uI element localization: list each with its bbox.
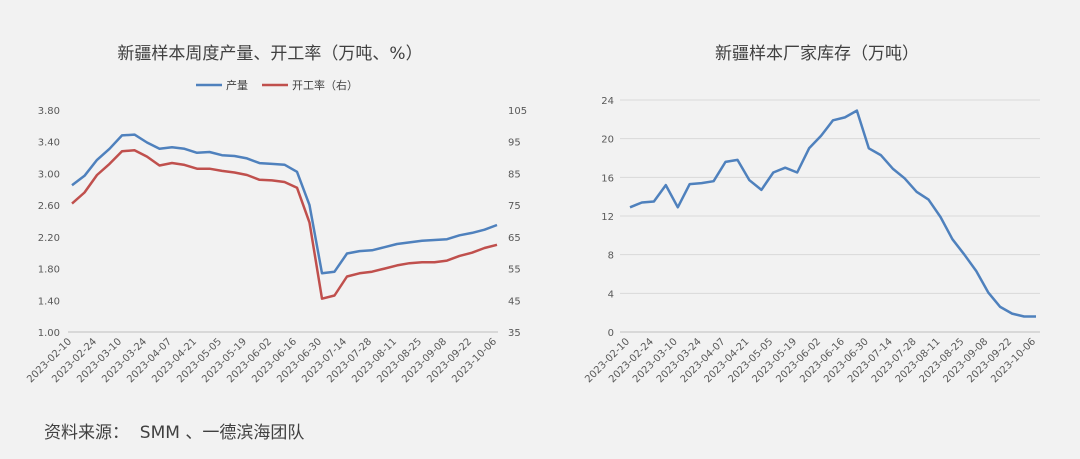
y-tick-label-left: 2.20 <box>38 233 60 244</box>
y-axis: 0 4 8 12 16 20 24 <box>601 96 614 339</box>
legend-label-utilization: 开工率（右） <box>292 78 358 92</box>
y-tick-label: 8 <box>608 251 614 262</box>
y-tick-label: 20 <box>601 135 614 146</box>
y-tick-label-right: 65 <box>508 233 521 244</box>
y-tick-label: 16 <box>601 173 614 184</box>
y-tick-label-left: 2.60 <box>38 201 60 212</box>
y-axis-left: 1.00 1.40 1.80 2.20 2.60 3.00 3.40 3.80 <box>38 106 60 339</box>
y-tick-label-right: 45 <box>508 296 521 307</box>
x-tick-label: 2023-10-06 <box>450 336 499 385</box>
y-tick-label: 24 <box>601 96 614 107</box>
y-tick-label-right: 75 <box>508 201 521 212</box>
y-tick-label-left: 3.00 <box>38 169 60 180</box>
chart-title: 新疆样本厂家库存（万吨） <box>715 44 919 64</box>
y-tick-label: 4 <box>608 289 614 300</box>
y-tick-label-left: 3.40 <box>38 138 60 149</box>
series-line-utilization <box>71 149 498 300</box>
y-tick-label-right: 55 <box>508 265 521 276</box>
y-tick-label-right: 95 <box>508 138 521 149</box>
output-utilization-chart: 新疆样本周度产量、开工率（万吨、%） 产量 开工率（右） 1.00 1.40 1.8… <box>25 44 527 385</box>
series-line-output <box>71 133 498 275</box>
y-tick-label-left: 1.00 <box>38 328 60 339</box>
y-tick-label-left: 1.80 <box>38 265 60 276</box>
legend-label-output: 产量 <box>226 78 248 92</box>
chart-title: 新疆样本周度产量、开工率（万吨、%） <box>117 44 422 64</box>
y-tick-label: 12 <box>601 212 614 223</box>
y-tick-label-right: 85 <box>508 169 521 180</box>
y-axis-right: 35 45 55 65 75 85 95 105 <box>508 106 527 339</box>
y-tick-label-right: 105 <box>508 106 527 117</box>
inventory-chart: 新疆样本厂家库存（万吨） 0 4 8 12 16 20 24 2023-02-102023-… <box>583 44 1040 385</box>
source-note: 资料来源： SMM 、一德滨海团队 <box>44 423 305 443</box>
legend: 产量 开工率（右） <box>196 78 358 92</box>
gridlines <box>620 99 1040 333</box>
y-tick-label: 0 <box>608 328 614 339</box>
x-axis: 2023-02-102023-02-242023-03-102023-03-24… <box>583 336 1038 385</box>
series-line-inventory <box>629 109 1036 318</box>
y-tick-label-left: 3.80 <box>38 106 60 117</box>
x-axis: 2023-02-102023-02-242023-03-102023-03-24… <box>25 336 499 385</box>
y-tick-label-right: 35 <box>508 328 521 339</box>
y-tick-label-left: 1.40 <box>38 296 60 307</box>
